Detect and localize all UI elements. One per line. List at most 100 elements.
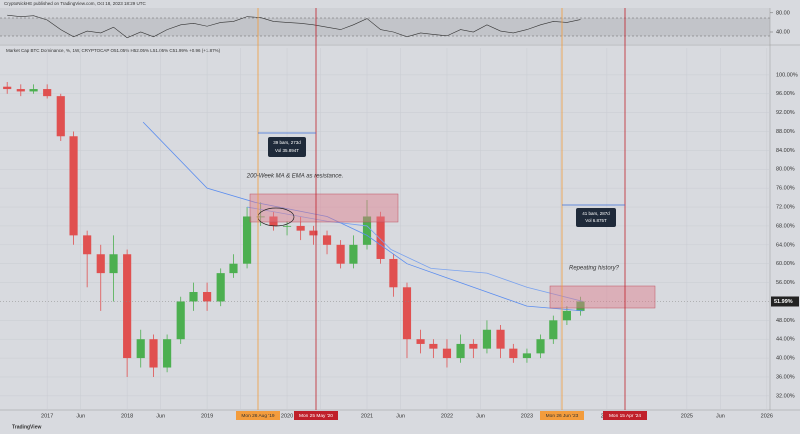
- y-tick-label: 48.00%: [776, 318, 795, 324]
- y-tick-label: 88.00%: [776, 129, 795, 135]
- candle-body: [429, 343, 438, 349]
- candle-body: [29, 89, 38, 92]
- resistance-zone: [549, 285, 656, 309]
- candle-body: [336, 244, 345, 264]
- x-tick-label: Jun: [156, 413, 165, 419]
- candle-body: [136, 339, 145, 359]
- x-tick-label: Jun: [396, 413, 405, 419]
- y-tick-label: 64.00%: [776, 242, 795, 248]
- y-tick-label: 44.00%: [776, 337, 795, 343]
- candle-body: [469, 343, 478, 349]
- candle-body: [3, 86, 12, 90]
- y-tick-label: 100.00%: [776, 72, 798, 78]
- publisher: CryptoNickHE published on TradingView.co…: [4, 1, 146, 6]
- x-tick-label: 2023: [521, 413, 533, 419]
- candle-body: [256, 216, 265, 218]
- candle-body: [83, 235, 92, 255]
- candle-body: [549, 320, 558, 340]
- last-price-tag: [771, 296, 799, 307]
- candle-body: [282, 225, 292, 227]
- date-label: Mon 26 Aug '19: [241, 413, 275, 419]
- note: Repeating history?: [569, 266, 620, 272]
- candle-body: [456, 343, 465, 359]
- measure-text: Vol 35.894T: [275, 148, 299, 153]
- candle-body: [149, 339, 158, 368]
- candle-body: [416, 339, 425, 344]
- date-tag: [294, 411, 338, 420]
- candle-body: [109, 254, 118, 274]
- x-tick-label: Jun: [76, 413, 85, 419]
- candle-body: [269, 216, 278, 226]
- plot: 100.00% 96.00% 92.00% 88.00% 84.00% 80.00% 76.…: [0, 10, 799, 419]
- candle-body: [402, 287, 412, 340]
- candle-body: [56, 96, 65, 137]
- candle-body: [536, 339, 545, 354]
- x-tick-label: 2022: [441, 413, 453, 419]
- rsi-line: [7, 14, 581, 39]
- x-tick-label: 2025: [681, 413, 693, 419]
- y-tick-label: 68.00%: [776, 223, 795, 229]
- x-tick-label: 2026: [761, 413, 773, 419]
- candle-body: [496, 329, 505, 349]
- measure-box: [576, 208, 616, 227]
- brand: TradingView: [12, 424, 41, 430]
- last-price-label: 51.99%: [774, 299, 793, 305]
- x-tick-label: 2021: [361, 413, 373, 419]
- y-tick-label: 92.00%: [776, 110, 795, 116]
- date-label: Mon 26 Jun '23: [546, 413, 579, 419]
- candle-body: [43, 89, 52, 97]
- candle-body: [562, 310, 571, 321]
- candle-body: [242, 216, 252, 264]
- candle-body: [522, 353, 532, 359]
- candle-body: [389, 258, 398, 288]
- x-tick-label: Jun: [716, 413, 725, 419]
- candle-body: [442, 348, 452, 359]
- measure-text: 39 bars, 273d: [273, 140, 301, 145]
- moving-average: [142, 121, 583, 312]
- x-tick-label: Jun: [476, 413, 485, 419]
- candle-body: [482, 329, 492, 349]
- candle-body: [96, 254, 105, 274]
- y-tick-label: 96.00%: [776, 91, 795, 97]
- date-label: Mon 25 May '20: [299, 413, 333, 419]
- candle-body: [16, 89, 25, 92]
- candle-body: [163, 339, 172, 368]
- rsi-tick-label: 40.00: [776, 29, 790, 35]
- candle-body: [176, 301, 185, 340]
- measure-text: 41 bars, 287d: [582, 211, 610, 216]
- measure-box: [268, 137, 306, 157]
- y-tick-label: 40.00%: [776, 356, 795, 362]
- symbol-line: Market Cap BTC Dominance, %, 1W, CRYPTOC…: [6, 48, 221, 53]
- candle-body: [189, 292, 198, 302]
- candle-body: [349, 244, 358, 264]
- candle-body: [296, 225, 305, 231]
- candle-body: [309, 230, 318, 236]
- candle-body: [203, 292, 212, 302]
- x-tick-label: 2017: [41, 413, 53, 419]
- y-tick-label: 56.00%: [776, 280, 795, 286]
- candle-body: [229, 263, 238, 274]
- x-tick-label: 2020: [281, 413, 293, 419]
- y-tick-label: 32.00%: [776, 393, 795, 399]
- x-tick-label: 2018: [121, 413, 133, 419]
- y-tick-label: 76.00%: [776, 186, 795, 192]
- candle-body: [509, 348, 518, 359]
- date-tag: [540, 411, 584, 420]
- measure-text: Vol 6.875T: [585, 218, 607, 223]
- x-tick-label: 2019: [201, 413, 213, 419]
- date-tag: [603, 411, 647, 420]
- note: 200-Week MA & EMA as resistance.: [246, 174, 343, 180]
- rsi-tick-label: 80.00: [776, 10, 790, 16]
- y-tick-label: 36.00%: [776, 374, 795, 380]
- candle-body: [362, 216, 372, 245]
- y-tick-label: 84.00%: [776, 148, 795, 154]
- candle-body: [69, 136, 78, 236]
- candle-body: [576, 301, 585, 311]
- candle-body: [322, 235, 332, 245]
- candle-body: [376, 216, 385, 259]
- candle-body: [216, 273, 225, 302]
- rsi-band: [0, 18, 770, 36]
- y-tick-label: 80.00%: [776, 167, 795, 173]
